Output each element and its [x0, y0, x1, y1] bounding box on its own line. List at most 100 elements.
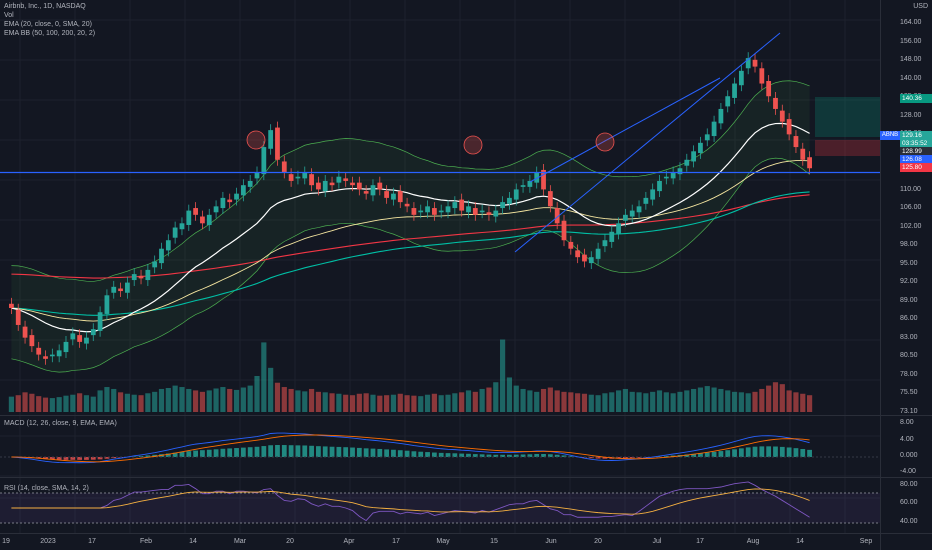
vol-legend[interactable]: Vol — [4, 12, 14, 19]
channel-upper-line — [529, 77, 721, 183]
bb-upper — [11, 80, 810, 282]
time-axis-label: 2023 — [40, 538, 56, 545]
macd-bar — [459, 453, 465, 457]
candle-body — [336, 176, 342, 183]
countdown-tag: 03:35:52 — [900, 139, 932, 148]
volume-bar — [459, 392, 465, 412]
macd-bar — [49, 457, 55, 460]
macd-bar — [534, 453, 540, 457]
time-axis-label: Sep — [859, 538, 873, 545]
candle-body — [179, 223, 185, 230]
time-axis-label: Jun — [545, 538, 557, 545]
macd-bar — [302, 445, 308, 457]
volume-bar — [165, 388, 171, 412]
macd-bar — [568, 456, 574, 457]
volume-bar — [138, 395, 144, 412]
volume-bar — [193, 390, 199, 412]
volume-bar — [704, 386, 710, 412]
macd-bar — [206, 449, 212, 457]
volume-bar — [308, 388, 315, 412]
candle-body — [759, 68, 765, 84]
signal-line — [11, 434, 810, 463]
volume-bar — [411, 395, 417, 412]
bb-fill — [11, 80, 810, 373]
candle-body — [711, 121, 717, 137]
candle-body — [623, 214, 628, 221]
macd-bar — [356, 447, 362, 457]
macd-axis-label: -4.00 — [900, 468, 916, 475]
candle-body — [145, 269, 151, 281]
rsi-axis-label: 60.00 — [900, 499, 918, 506]
volume-bar — [77, 393, 83, 412]
volume-bar — [731, 391, 738, 412]
macd-bar — [384, 449, 390, 457]
candle-body — [554, 208, 560, 224]
time-axis-label: Aug — [746, 538, 760, 545]
touch-circle — [463, 135, 483, 155]
macd-bar — [759, 446, 765, 457]
volume-bar — [97, 390, 103, 412]
rsi-line — [11, 481, 810, 522]
volume-bar — [104, 387, 110, 412]
current-price-tag: 129.16 — [900, 131, 932, 140]
candle-body — [786, 119, 792, 135]
candle-body — [377, 182, 383, 190]
candle-body — [200, 216, 205, 224]
macd-bar — [84, 457, 89, 460]
candle-body — [609, 231, 615, 242]
macd-bar — [704, 452, 710, 457]
time-axis-label: 17 — [696, 538, 704, 545]
macd-bar — [316, 446, 321, 457]
price-axis-label: 102.00 — [900, 222, 922, 230]
volume-bar — [677, 391, 683, 412]
candle-body — [704, 134, 710, 141]
ema-legend[interactable]: EMA (20, close, 0, SMA, 20) — [4, 21, 92, 28]
candle-body — [779, 110, 785, 122]
volume-bar — [117, 392, 124, 412]
rsi-title[interactable]: RSI (14, close, SMA, 14, 2) — [4, 485, 89, 492]
macd-title[interactable]: MACD (12, 26, close, 9, EMA, EMA) — [4, 420, 117, 427]
symbol-line[interactable]: Airbnb, Inc., 1D, NASDAQ — [4, 3, 86, 10]
ema-20-line — [11, 122, 810, 333]
volume-bar — [622, 388, 628, 412]
macd-bar — [404, 450, 410, 457]
macd-bar — [807, 449, 812, 457]
volume-bar — [479, 388, 485, 412]
volume-bar — [247, 385, 253, 412]
volume-bar — [806, 395, 813, 412]
candle-body — [513, 189, 519, 200]
price-axis-label: 75.50 — [900, 389, 918, 396]
macd-bar — [711, 451, 717, 457]
volume-bar — [254, 376, 260, 412]
candle-body — [404, 203, 410, 207]
time-axis-label: Apr — [343, 538, 355, 545]
emabb-legend[interactable]: EMA BB (50, 100, 200, 20, 2) — [4, 30, 96, 37]
macd-bar — [322, 446, 328, 457]
volume-bar — [29, 393, 35, 412]
volume-bar — [602, 393, 608, 412]
candle-body — [452, 202, 458, 209]
macd-bar — [104, 457, 110, 459]
candle-body — [472, 208, 478, 215]
time-axis-label: 19 — [2, 538, 10, 545]
rsi-band — [0, 493, 880, 523]
candle-body — [370, 185, 376, 196]
volume-bar — [356, 393, 362, 412]
price-axis-label: 148.00 — [900, 56, 922, 63]
macd-bar — [77, 457, 83, 460]
macd-bar — [234, 448, 239, 457]
ema-50-line — [11, 160, 810, 322]
macd-bar — [500, 454, 505, 457]
currency-label[interactable]: USD — [913, 3, 928, 10]
macd-bar — [636, 457, 642, 458]
candle-body — [268, 130, 274, 149]
macd-bar — [595, 457, 601, 459]
macd-bar — [97, 457, 103, 460]
volume-bar — [56, 397, 62, 412]
macd-bar — [213, 449, 219, 457]
macd-bar — [472, 454, 478, 457]
candle-body — [418, 210, 424, 213]
candle-body — [193, 208, 198, 215]
